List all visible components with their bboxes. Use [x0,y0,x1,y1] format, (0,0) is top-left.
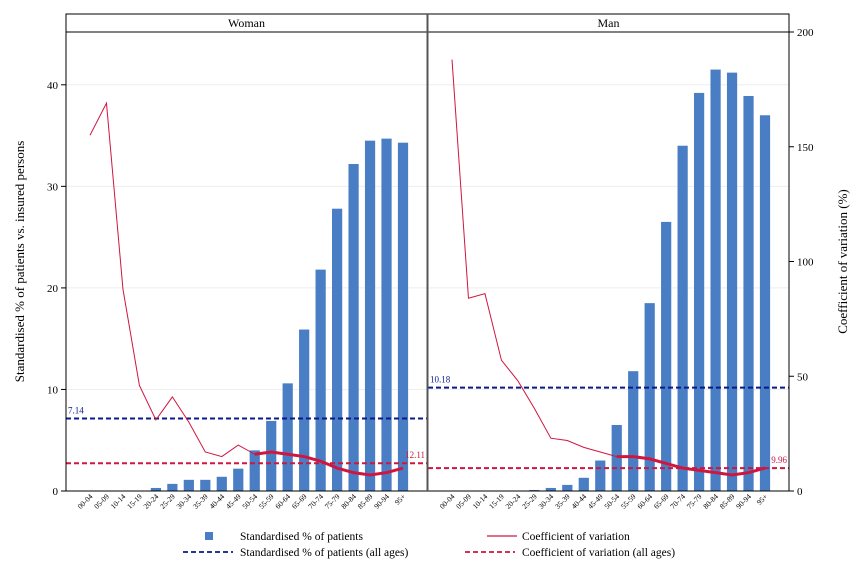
bar-0-15 [331,208,343,491]
category-label-0-13: 65-69 [290,492,309,511]
bar-0-14 [315,269,326,491]
category-label-0-2: 10-14 [109,492,128,511]
bar-1-11 [628,371,639,491]
bar-0-16 [348,164,359,491]
bar-1-15 [693,92,705,492]
bar-0-18 [381,138,392,491]
category-label-1-19: 95+ [755,492,770,507]
category-label-1-6: 30-34 [537,492,556,511]
category-label-0-7: 35-39 [191,492,210,511]
bar-1-17 [726,72,738,491]
category-label-0-4: 20-24 [142,492,161,511]
category-label-0-9: 45-49 [224,492,243,511]
category-label-1-15: 75-79 [685,492,704,511]
category-label-1-13: 65-69 [652,492,671,511]
bar-1-18 [743,95,754,492]
category-label-1-11: 55-59 [619,492,638,511]
ref-cv-label-0: 12.11 [405,450,425,460]
category-label-1-0: 00-04 [438,492,457,511]
ref-cv-label-1: 9.96 [771,455,787,465]
ref-pct-label-1: 10.18 [430,375,451,385]
category-label-0-19: 95+ [393,492,408,507]
bar-0-7 [200,479,211,491]
right-tick-label-1: 50 [797,371,809,383]
bar-1-13 [661,221,672,492]
category-label-1-18: 90-94 [734,492,753,511]
category-label-1-8: 40-44 [569,492,588,511]
category-label-0-14: 70-74 [306,492,325,511]
bar-0-9 [233,468,244,491]
bar-0-11 [266,420,277,491]
category-label-1-5: 25-29 [520,492,539,511]
panel-title-1: Man [598,16,620,30]
bar-0-12 [282,383,293,491]
legend-label-1: Coefficient of variation [522,531,630,543]
category-label-0-3: 15-19 [125,492,144,511]
category-label-0-18: 90-94 [372,492,391,511]
y-left-axis-title: Standardised % of patients vs. insured p… [12,141,27,383]
panel-title-0: Woman [228,16,265,30]
ref-pct-label-0: 7.14 [68,405,84,415]
category-label-1-17: 85-89 [718,492,737,511]
category-label-0-16: 80-84 [339,492,358,511]
right-tick-label-3: 150 [797,142,814,154]
left-tick-label-2: 20 [47,283,59,295]
bar-0-10 [249,450,260,491]
category-label-0-8: 40-44 [207,492,226,511]
category-label-0-5: 25-29 [158,492,177,511]
left-tick-label-3: 30 [47,181,59,193]
bar-1-8 [578,477,589,491]
category-label-1-14: 70-74 [668,492,687,511]
category-label-0-11: 55-59 [257,492,276,511]
legend-label-2: Standardised % of patients (all ages) [240,547,408,559]
bar-1-5 [529,489,540,491]
category-label-1-7: 35-39 [553,492,572,511]
category-label-0-17: 85-89 [356,492,375,511]
legend-label-3: Coefficient of variation (all ages) [522,547,675,559]
left-tick-label-0: 0 [53,486,59,498]
bar-0-17 [364,140,376,491]
category-label-0-0: 00-04 [76,492,95,511]
bar-1-7 [562,484,573,491]
bar-1-6 [545,487,556,491]
bar-1-12 [644,303,655,491]
bar-0-5 [167,483,178,491]
left-tick-label-1: 10 [47,384,59,396]
right-tick-label-0: 0 [797,486,803,498]
category-label-1-10: 50-54 [602,492,621,511]
right-tick-label-4: 200 [797,27,814,39]
bar-1-14 [677,145,688,492]
bar-0-4 [150,487,162,491]
bar-1-19 [759,115,771,492]
cv-line-bold-0 [254,450,404,477]
category-label-0-15: 75-79 [323,492,342,511]
bar-0-13 [299,329,310,491]
category-label-0-1: 05-09 [92,492,111,511]
bar-0-8 [216,476,227,491]
category-label-0-10: 50-54 [240,492,259,511]
left-tick-label-4: 40 [47,80,59,92]
category-label-1-4: 20-24 [504,492,523,511]
category-label-1-16: 80-84 [701,492,720,511]
cv-line-bold-1 [616,455,766,477]
y-right-axis-title: Coefficient of variation (%) [835,189,850,334]
category-label-1-1: 05-09 [454,492,473,511]
right-tick-label-2: 100 [797,257,814,269]
category-label-0-12: 60-64 [273,492,292,511]
bar-1-9 [595,460,606,491]
legend-swatch-0 [205,532,213,540]
bar-0-19 [397,142,409,491]
bar-0-6 [183,479,194,491]
bar-1-16 [710,69,721,492]
category-label-1-9: 45-49 [586,492,605,511]
category-label-0-6: 30-34 [175,492,194,511]
category-label-1-2: 10-14 [471,492,490,511]
category-label-1-12: 60-64 [635,492,654,511]
legend-label-0: Standardised % of patients [240,531,363,543]
category-label-1-3: 15-19 [487,492,506,511]
